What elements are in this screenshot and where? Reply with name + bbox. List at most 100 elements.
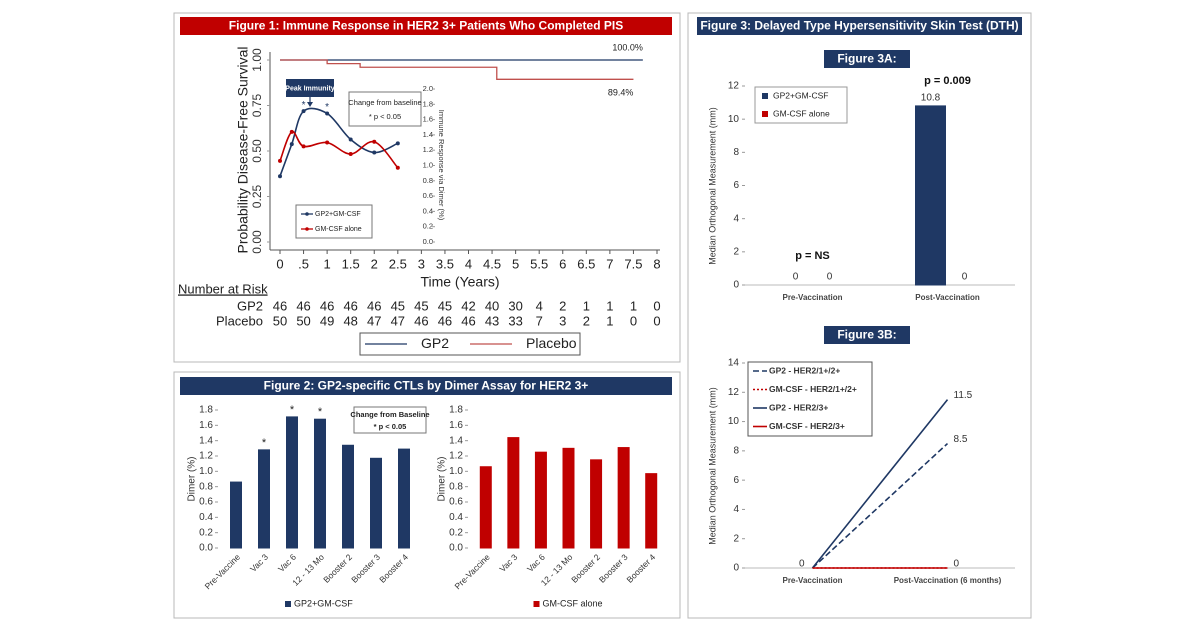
- y-tick-label: 6: [733, 475, 739, 486]
- x-tick-label: Pre-Vaccination: [782, 293, 842, 302]
- chart-title-box: [824, 50, 910, 68]
- bar: [342, 444, 354, 549]
- point-label: *: [325, 102, 329, 113]
- point: [372, 150, 377, 155]
- annotation-box: [353, 406, 427, 434]
- line: [811, 399, 949, 569]
- risk-value: 3: [559, 313, 566, 328]
- legend-label: GP2 - HER2/1+/2+: [769, 365, 840, 375]
- point-label: *: [318, 406, 323, 418]
- x-tick-label: 1: [324, 256, 331, 271]
- annotation: Peak Immunity: [285, 85, 335, 92]
- annotation: * p < 0.05: [369, 112, 401, 121]
- risk-value: 46: [273, 298, 287, 313]
- y-tick-label: 0.4: [423, 206, 433, 215]
- bar: [617, 447, 630, 549]
- risk-row-label: Placebo: [216, 313, 263, 328]
- bar: [534, 451, 547, 549]
- annotation-box: [348, 91, 422, 127]
- bar: [645, 473, 658, 549]
- y-tick-label: 1.6: [199, 420, 213, 431]
- x-tick-label: 5: [512, 256, 519, 271]
- panel-title: Figure 2: GP2-specific CTLs by Dimer Ass…: [264, 379, 589, 393]
- data-label: 11.5: [954, 390, 973, 401]
- y-tick-label: 1.2: [449, 451, 463, 462]
- bar: [590, 459, 603, 549]
- risk-value: 46: [296, 298, 310, 313]
- y-tick-label: 2: [733, 246, 739, 257]
- point-label: *: [290, 404, 295, 416]
- risk-value: 0: [653, 298, 660, 313]
- y2-axis-label: Immune Response via Dimer (%): [437, 110, 446, 221]
- y-tick-label: 0.6: [423, 191, 433, 200]
- legend-label: GM-CSF alone: [315, 226, 362, 233]
- y-tick-label: 0.8: [449, 481, 463, 492]
- y-tick-label: 14: [728, 358, 740, 369]
- panel-header: [180, 17, 672, 35]
- x-tick-label: 7: [606, 256, 613, 271]
- legend-label: GP2+GM-CSF: [773, 90, 829, 100]
- legend-marker: [305, 227, 309, 231]
- risk-value: 30: [508, 298, 522, 313]
- legend-label: Placebo: [526, 335, 577, 351]
- annotation: Change from baseline: [348, 98, 421, 107]
- x-tick-label: 7.5: [624, 256, 642, 271]
- risk-value: 47: [391, 313, 405, 328]
- data-label: 0: [793, 272, 799, 283]
- risk-row-label: GP2: [237, 298, 263, 313]
- x-tick-label: 5.5: [530, 256, 548, 271]
- point: [395, 165, 400, 170]
- risk-value: 50: [273, 313, 287, 328]
- point-label: *: [262, 437, 267, 449]
- y-tick-label: 2.0: [423, 84, 433, 93]
- y-tick-label: 0.8: [199, 481, 213, 492]
- point: [301, 144, 306, 149]
- legend-swatch: [533, 601, 540, 607]
- y-tick-label: 4: [733, 213, 739, 224]
- legend-label: GM-CSF - HER2/3+: [769, 421, 845, 431]
- risk-value: 33: [508, 313, 522, 328]
- risk-value: 46: [343, 298, 357, 313]
- y-tick-label: 0.2: [449, 527, 463, 538]
- legend: [295, 204, 373, 239]
- survival-curve: [280, 59, 634, 80]
- data-label: 0: [827, 272, 833, 283]
- risk-value: 1: [630, 298, 637, 313]
- y-tick-label: 2: [733, 533, 739, 544]
- risk-value: 4: [536, 298, 543, 313]
- risk-value: 0: [630, 313, 637, 328]
- risk-value: 1: [606, 313, 613, 328]
- end-label: 100.0%: [612, 42, 643, 52]
- legend-swatch: [762, 111, 768, 117]
- y-tick-label: 0.4: [199, 512, 213, 523]
- y-tick-label: 1.8: [423, 99, 433, 108]
- y-tick-label: 0: [733, 280, 739, 291]
- data-label: 8.5: [954, 434, 968, 445]
- risk-value: 46: [438, 313, 452, 328]
- x-tick-label: 8: [653, 256, 660, 271]
- y-tick-label: 0.2: [423, 222, 433, 231]
- bar: [507, 437, 520, 549]
- data-label: 0: [962, 272, 968, 283]
- x-tick-label: 0: [276, 256, 283, 271]
- bar: [286, 416, 298, 549]
- y-tick-label: 1.6: [449, 420, 463, 431]
- risk-value: 50: [296, 313, 310, 328]
- y-tick-label: 0: [733, 563, 739, 574]
- x-tick-label: 6.5: [577, 256, 595, 271]
- y-tick-label: 1.6: [423, 115, 433, 124]
- y-axis-label: Median Orthogonal Measurement (mm): [707, 387, 717, 545]
- panel: [687, 12, 1032, 619]
- bar: [398, 448, 410, 549]
- line: [811, 442, 949, 569]
- risk-value: 45: [438, 298, 452, 313]
- y-axis-label: Probability Disease-Free Survival: [235, 47, 251, 254]
- annotation-box: [286, 79, 334, 97]
- y-tick-label: 0.50: [250, 139, 264, 163]
- chart-title-box: [824, 326, 910, 344]
- x-tick-label: Pre-Vaccination: [782, 576, 842, 585]
- annotation: Change from Baseline: [350, 410, 429, 419]
- data-label: 0: [799, 559, 805, 570]
- panel-title: Figure 1: Immune Response in HER2 3+ Pat…: [229, 19, 623, 33]
- risk-value: 48: [343, 313, 357, 328]
